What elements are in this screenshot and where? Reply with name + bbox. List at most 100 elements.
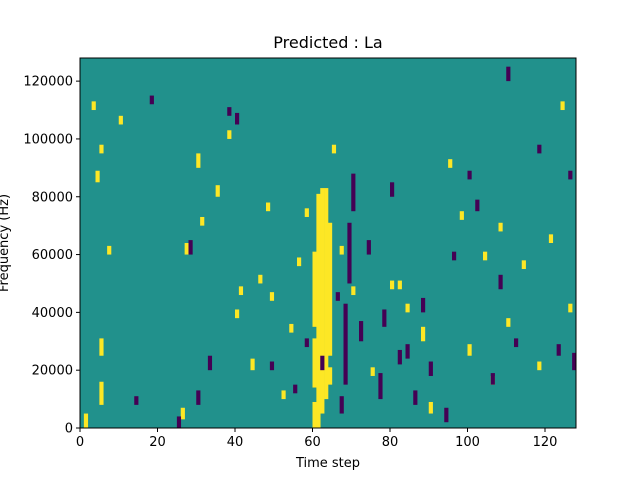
heatmap-cell-low [405,344,410,359]
heatmap-cell-high [312,338,317,388]
heatmap-cell-high [269,292,275,301]
heatmap-cell-low [196,390,201,405]
y-tick-label: 20000 [32,364,73,379]
heatmap-cell-high [83,413,89,428]
heatmap-cell-low [227,107,232,116]
heatmap-cell-high [184,243,189,255]
heatmap-cell-low [506,66,511,82]
heatmap-cell-low [339,396,344,414]
x-tick-label: 20 [149,435,166,450]
heatmap-cell-low [235,112,240,125]
heatmap-cell-high [459,211,464,220]
x-axis: 0 20 40 60 80 100 120 [76,428,558,450]
heatmap-cell-high [312,401,317,428]
heatmap-cell-low [475,199,480,212]
heatmap-cell-low [347,222,352,284]
heatmap-cell-high [289,323,294,333]
x-tick-label: 120 [533,435,558,450]
x-axis-label: Time step [295,456,360,471]
heatmap-cell-high [537,361,542,371]
heatmap-cell-high [320,188,325,414]
heatmap-cell-high [467,344,472,356]
y-tick-label: 0 [65,422,73,437]
heatmap-cell-high [238,286,244,296]
x-tick-label: 40 [227,435,244,450]
heatmap-cell-high [548,234,554,243]
heatmap-cell-low [378,373,383,400]
heatmap-cell-low [176,416,182,428]
heatmap-cell-high [200,216,205,226]
heatmap-cell-high [180,407,185,420]
heatmap-cell-high [312,251,317,327]
heatmap-cell-high [506,318,511,327]
heatmap-cell-low [134,396,139,405]
y-tick-label: 40000 [32,306,73,321]
heatmap-cell-low [343,303,348,385]
chart-title: Predicted : La [273,33,382,52]
heatmap-cell-high [428,401,433,414]
heatmap-cell-high [390,280,395,290]
heatmap-cell-high [339,245,344,255]
heatmap-cell-low [572,352,577,371]
heatmap-cell-high [397,280,402,290]
heatmap-cell-high [331,144,337,154]
heatmap-cell-high [91,101,96,111]
heatmap-cell-low [366,240,371,255]
heatmap-cell-low [359,321,364,342]
heatmap-cell-low [149,95,154,105]
heatmap-cell-high [250,358,255,371]
heatmap-cell-high [215,185,220,197]
heatmap-cell-high [448,159,453,168]
heatmap-cell-high [328,222,333,356]
plot-frame [79,57,577,429]
heatmap-cell-high [99,381,104,405]
heatmap-cell-low [413,390,418,405]
heatmap-cell-low [293,384,298,394]
heatmap-cell-high [560,101,565,111]
heatmap-cell-low [320,355,325,371]
heatmap-cell-high [405,303,410,313]
heatmap-cell-low [421,297,426,313]
plot-area [80,58,577,428]
heatmap-cell-low [269,361,275,371]
heatmap-cell-high [107,245,112,255]
heatmap-cell-low [568,170,573,180]
heatmap-cell-high [297,257,302,267]
heatmap-cell-high [235,309,240,319]
heatmap-cell-high [370,367,375,376]
heatmap-cell-high [483,251,488,261]
heatmap-cell-low [452,251,457,261]
heatmap-cell-high [281,390,286,400]
heatmap-cell-high [521,260,526,270]
heatmap-cell-high [99,144,104,154]
x-tick-label: 60 [304,435,321,450]
heatmap-cell-low [188,240,193,255]
heatmap-cell-high [421,326,426,342]
heatmap-cell-low [467,170,472,180]
heatmap-cell-high [316,193,321,428]
y-axis-label: Frequency (Hz) [0,194,12,292]
heatmap-cell-high [196,153,201,168]
heatmap-cell-low [444,407,449,423]
heatmap-cell-low [207,355,213,371]
heatmap-cell-low [514,338,519,348]
x-tick-label: 0 [76,435,84,450]
heatmap-cell-low [556,344,561,356]
heatmap-cell-high [99,338,104,356]
y-tick-label: 100000 [23,132,73,147]
heatmap-cell-high [266,202,271,212]
heatmap-cell-high [568,303,573,313]
heatmap-cell-high [324,188,329,400]
heatmap-cell-low [390,182,395,197]
heatmap-cell-low [397,349,402,365]
y-tick-label: 80000 [32,190,73,205]
heatmap-cell-high [304,208,309,217]
heatmap-cell-low [428,361,433,376]
heatmap-cell-high [258,274,263,284]
y-axis: 0 20000 40000 60000 80000 100000 120000 [23,75,80,437]
x-tick-label: 80 [382,435,399,450]
heatmap-cell-low [382,309,387,327]
heatmap-cell-low [490,373,495,385]
heatmap-cell-low [498,274,503,290]
